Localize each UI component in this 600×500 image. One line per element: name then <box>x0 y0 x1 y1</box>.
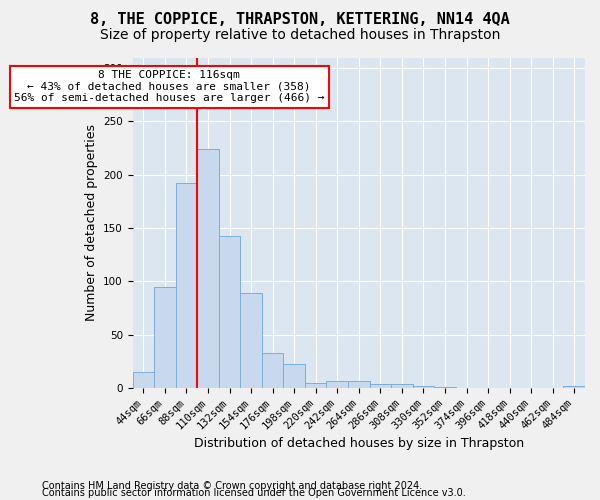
Text: 8, THE COPPICE, THRAPSTON, KETTERING, NN14 4QA: 8, THE COPPICE, THRAPSTON, KETTERING, NN… <box>90 12 510 28</box>
Bar <box>133 372 154 388</box>
Bar <box>241 293 262 388</box>
Bar <box>370 384 391 388</box>
Bar <box>391 384 413 388</box>
Bar <box>434 387 456 388</box>
Y-axis label: Number of detached properties: Number of detached properties <box>85 124 98 322</box>
Bar <box>262 353 283 388</box>
Bar <box>176 184 197 388</box>
Bar <box>154 287 176 388</box>
Bar <box>348 380 370 388</box>
Bar <box>305 383 326 388</box>
Bar <box>563 386 585 388</box>
Text: 8 THE COPPICE: 116sqm
← 43% of detached houses are smaller (358)
56% of semi-det: 8 THE COPPICE: 116sqm ← 43% of detached … <box>14 70 325 104</box>
Text: Size of property relative to detached houses in Thrapston: Size of property relative to detached ho… <box>100 28 500 42</box>
Bar <box>197 149 219 388</box>
Text: Contains public sector information licensed under the Open Government Licence v3: Contains public sector information licen… <box>42 488 466 498</box>
X-axis label: Distribution of detached houses by size in Thrapston: Distribution of detached houses by size … <box>194 437 524 450</box>
Text: Contains HM Land Registry data © Crown copyright and database right 2024.: Contains HM Land Registry data © Crown c… <box>42 481 422 491</box>
Bar <box>413 386 434 388</box>
Bar <box>219 236 241 388</box>
Bar <box>283 364 305 388</box>
Bar <box>326 380 348 388</box>
